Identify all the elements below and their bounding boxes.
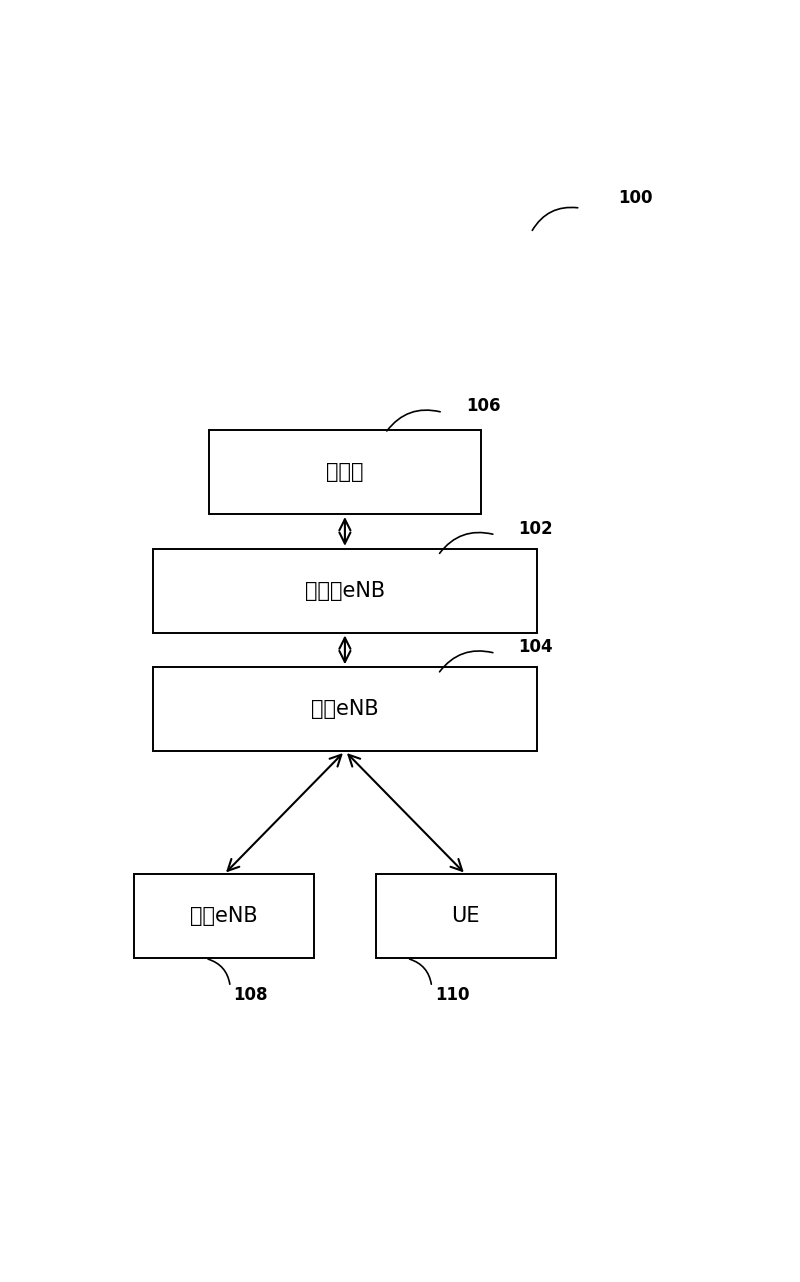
FancyBboxPatch shape [153,549,537,632]
Text: 108: 108 [234,986,268,1004]
Text: 供给方eNB: 供给方eNB [305,581,385,601]
Text: 中继eNB: 中继eNB [311,699,378,719]
FancyBboxPatch shape [376,874,556,959]
Text: 102: 102 [518,520,553,538]
FancyBboxPatch shape [153,667,537,751]
FancyBboxPatch shape [209,431,482,514]
FancyBboxPatch shape [134,874,314,959]
Text: 110: 110 [435,986,470,1004]
Text: 100: 100 [618,190,652,208]
Text: 核心网: 核心网 [326,463,364,482]
Text: 104: 104 [518,638,553,656]
Text: 106: 106 [466,396,500,414]
Text: 中继eNB: 中继eNB [190,906,258,927]
Text: UE: UE [451,906,480,927]
